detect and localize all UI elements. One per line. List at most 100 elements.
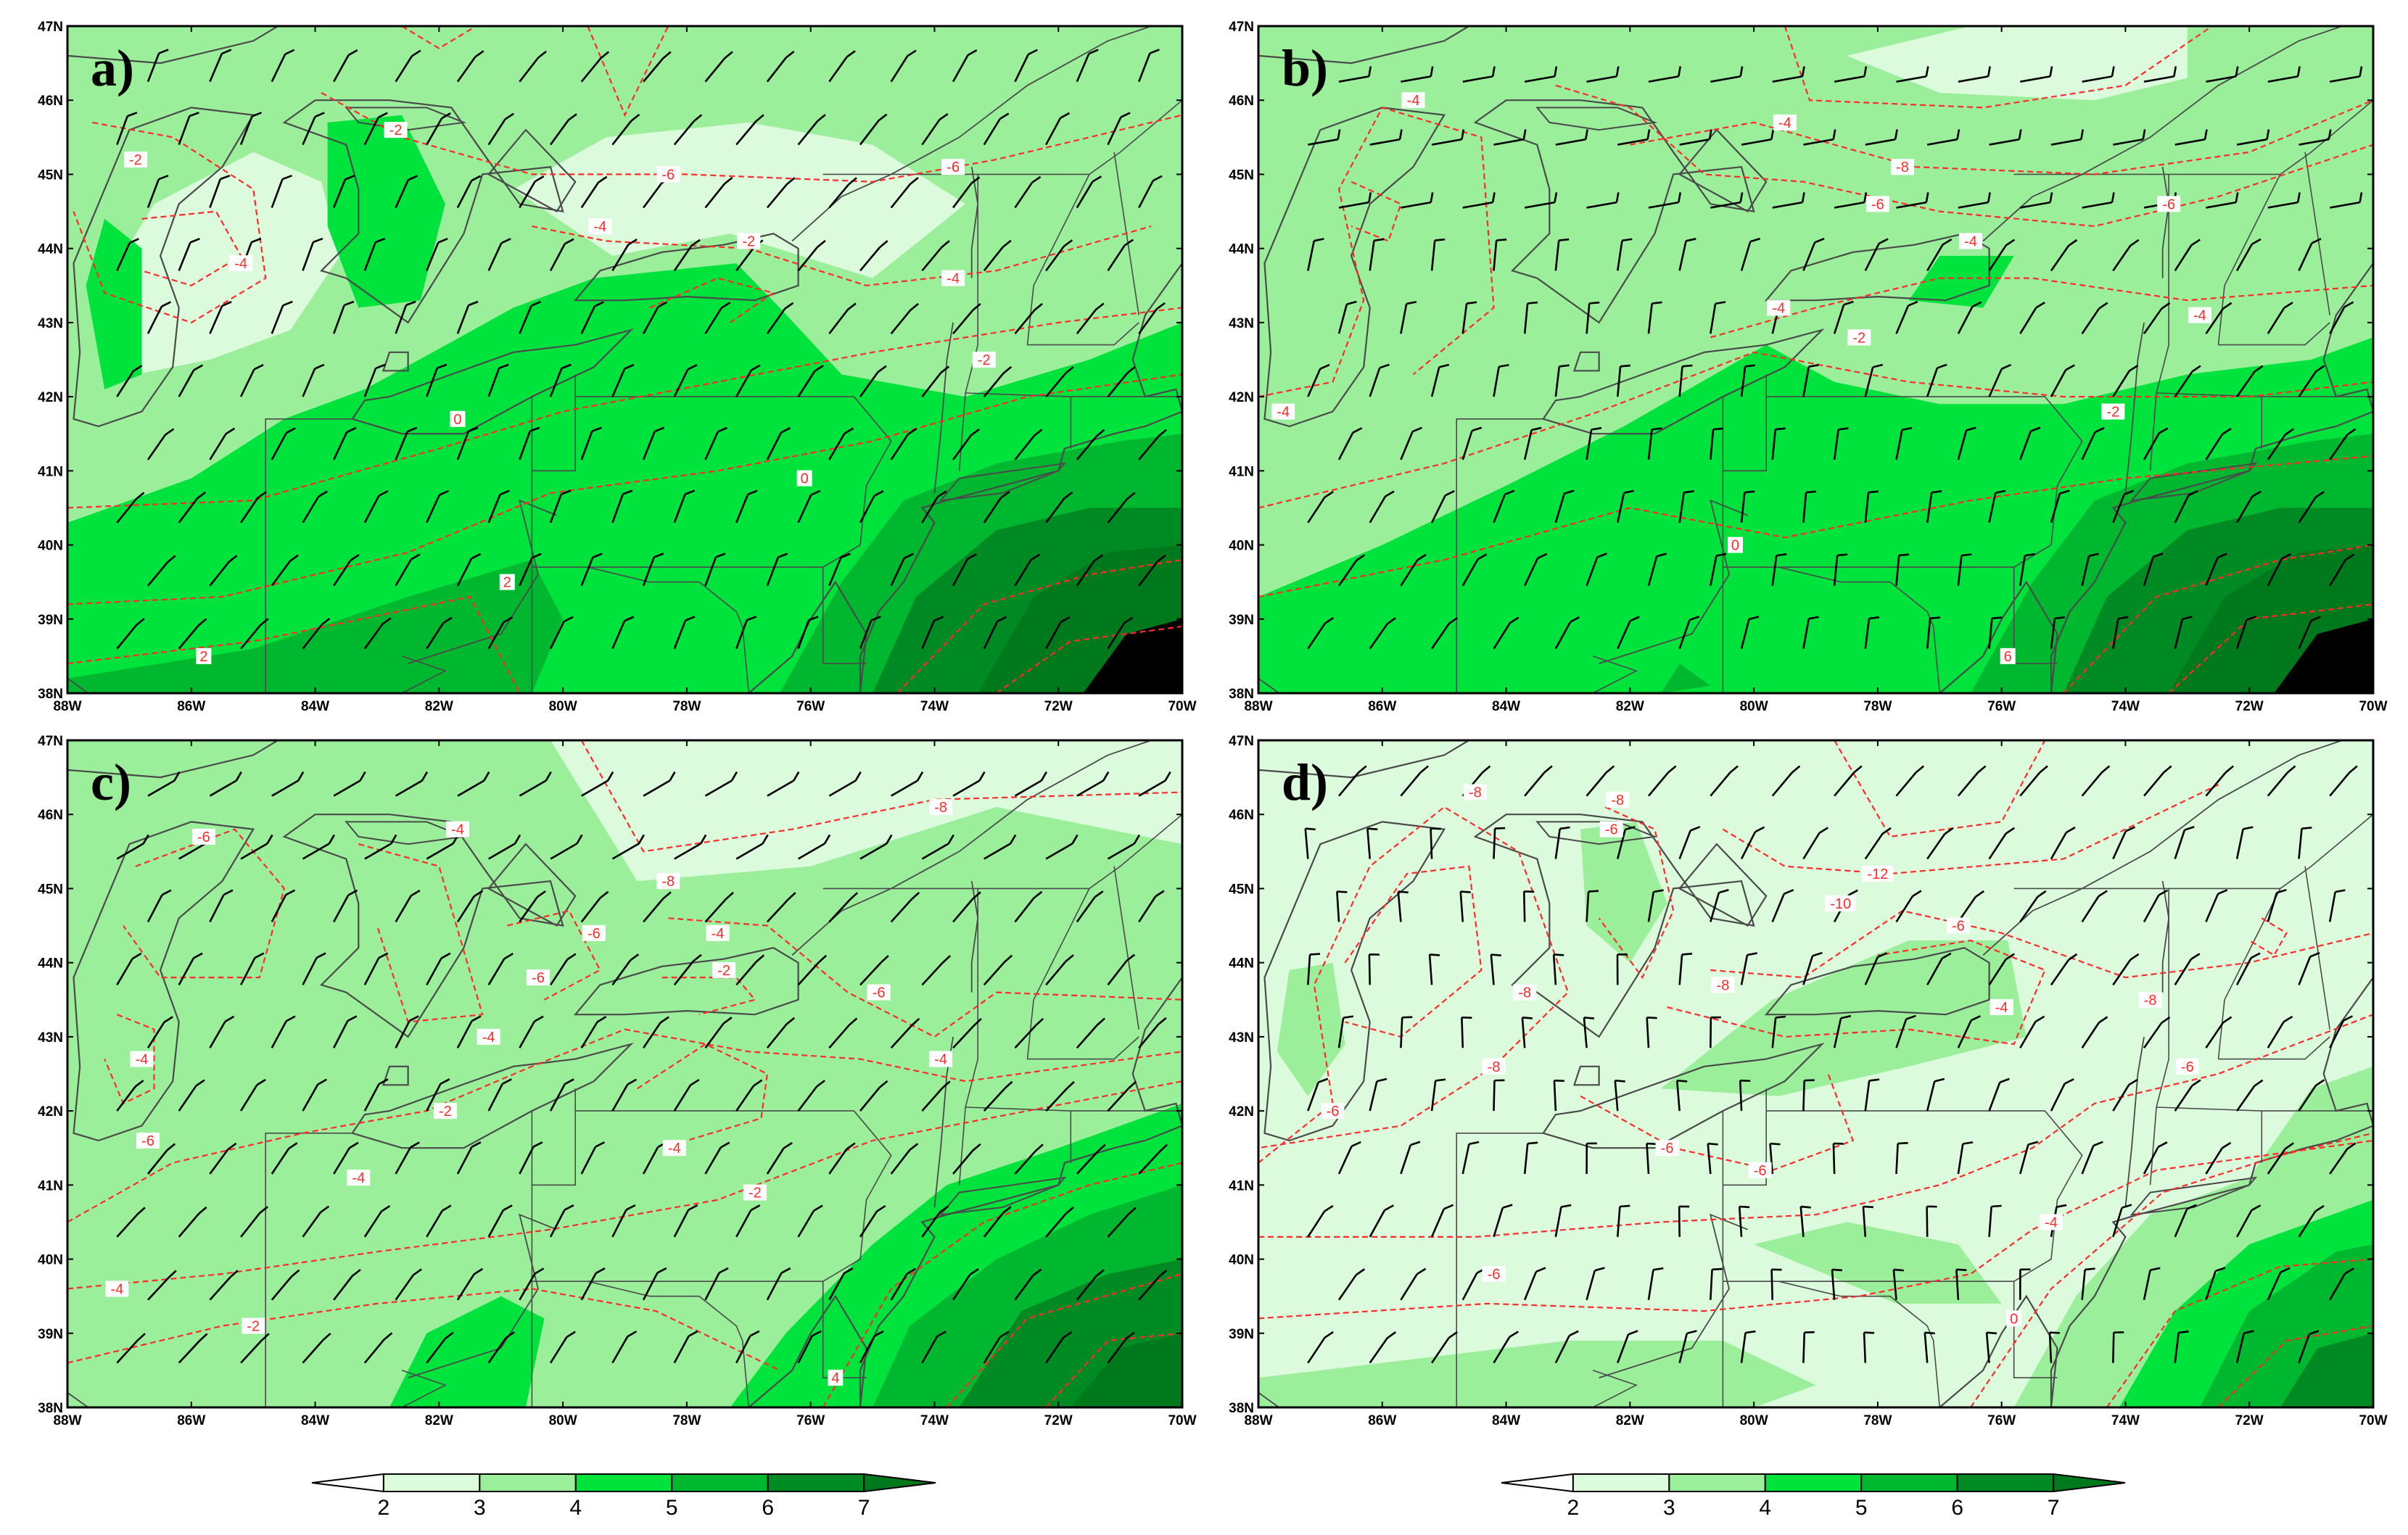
lat-tick-label: 45N bbox=[38, 167, 63, 183]
wind-barb bbox=[1926, 1077, 1945, 1112]
wind-barb bbox=[1740, 364, 1756, 397]
wind-barb bbox=[1707, 1142, 1718, 1175]
colorbar-box bbox=[382, 1473, 481, 1492]
lon-tick-label: 84W bbox=[301, 1413, 329, 1428]
wind-barb bbox=[363, 490, 389, 524]
wind-barb bbox=[2267, 1142, 2294, 1175]
wind-barb bbox=[1648, 192, 1682, 209]
contour-label: -6 bbox=[1488, 1267, 1501, 1283]
wind-barb bbox=[2298, 1204, 2325, 1238]
wind-barb bbox=[333, 1268, 361, 1301]
lat-tick-label: 42N bbox=[38, 1104, 63, 1120]
contour-label: -4 bbox=[1772, 300, 1785, 316]
lat-tick-label: 40N bbox=[38, 1253, 63, 1268]
wind-barb bbox=[2112, 1078, 2138, 1112]
lat-tick-label: 46N bbox=[1229, 94, 1254, 109]
wind-barb bbox=[519, 1141, 543, 1175]
lake-outline bbox=[351, 328, 634, 435]
wind-barb bbox=[1988, 239, 2016, 272]
contour-label: -6 bbox=[197, 829, 210, 845]
wind-barb bbox=[2019, 765, 2048, 797]
wind-barb bbox=[1678, 364, 1693, 397]
wind-barb bbox=[395, 1141, 420, 1175]
contour-label-bg bbox=[743, 1184, 767, 1201]
wind-barb bbox=[1076, 1143, 1106, 1175]
contour-label-bg bbox=[2138, 991, 2162, 1008]
wind-barb bbox=[1895, 890, 1922, 923]
wind-barb bbox=[1014, 1268, 1042, 1301]
wind-barb bbox=[983, 491, 1010, 524]
lon-tick-label: 78W bbox=[672, 1413, 701, 1428]
wind-barb bbox=[1307, 953, 1321, 985]
wind-barb bbox=[1740, 237, 1761, 271]
state-border bbox=[958, 888, 978, 1186]
wind-barb bbox=[2019, 890, 2047, 923]
wind-barb bbox=[1338, 66, 1372, 83]
wind-barb bbox=[271, 1015, 296, 1048]
contour-label: -4 bbox=[934, 1052, 947, 1068]
contour-label-bg bbox=[656, 873, 680, 890]
contour-line bbox=[358, 843, 484, 1023]
wind-barb bbox=[642, 553, 664, 587]
wind-barb bbox=[1400, 1016, 1413, 1048]
wind-barb bbox=[890, 302, 919, 335]
wind-barb bbox=[2019, 553, 2035, 586]
wind-barb bbox=[2112, 489, 2135, 524]
wind-barb bbox=[2112, 1204, 2132, 1238]
wind-barb bbox=[178, 491, 206, 524]
contour-line bbox=[1258, 1139, 2373, 1320]
contour-label-bg bbox=[867, 984, 891, 1001]
lat-tick-label: 38N bbox=[1229, 1401, 1254, 1416]
contour-label: -4 bbox=[234, 256, 247, 272]
wind-barb bbox=[767, 771, 800, 797]
wind-barb bbox=[209, 49, 232, 83]
wind-barb bbox=[456, 50, 485, 83]
colorbar-box bbox=[1860, 1473, 1958, 1492]
wind-barb bbox=[1741, 129, 1775, 146]
wind-barb bbox=[116, 952, 142, 985]
wind-barb bbox=[2081, 890, 2108, 923]
wind-barb bbox=[1138, 890, 1165, 923]
wind-barb bbox=[952, 176, 981, 209]
wind-barb bbox=[797, 489, 821, 524]
wind-barb bbox=[209, 889, 234, 923]
contour-label: -4 bbox=[110, 1281, 123, 1297]
lon-tick-label: 84W bbox=[301, 699, 329, 714]
wind-barb bbox=[983, 1206, 1012, 1238]
wind-barb bbox=[302, 1205, 330, 1238]
contour-label: -6 bbox=[873, 985, 886, 1001]
wind-barb bbox=[1107, 112, 1131, 146]
wind-barb bbox=[2143, 889, 2169, 923]
wind-barb bbox=[1803, 129, 1836, 146]
wind-barb bbox=[673, 953, 702, 986]
wind-barb bbox=[1462, 66, 1496, 83]
lake-outline bbox=[382, 351, 409, 372]
wind-barb bbox=[1523, 1267, 1546, 1301]
wind-barb bbox=[2174, 1079, 2201, 1112]
wind-barb bbox=[797, 1080, 825, 1112]
wind-barb bbox=[2081, 1016, 2108, 1048]
lake-outline bbox=[1258, 26, 1469, 65]
wind-barb bbox=[549, 953, 577, 986]
wind-barb bbox=[550, 834, 583, 860]
wind-barb bbox=[2081, 1141, 2103, 1175]
wind-barb bbox=[1710, 765, 1739, 797]
lake-outline bbox=[1542, 1042, 1825, 1149]
wind-barb bbox=[1521, 1017, 1533, 1048]
wind-barb bbox=[735, 954, 765, 986]
wind-barb bbox=[1369, 1077, 1388, 1112]
wind-barb bbox=[2143, 765, 2172, 797]
map-frame bbox=[1257, 739, 2375, 1409]
wind-barb bbox=[2174, 826, 2195, 859]
colorbar-box bbox=[1764, 1473, 1863, 1492]
wind-barb bbox=[302, 363, 325, 397]
contour-label: -2 bbox=[742, 233, 755, 249]
contour-label-bg bbox=[656, 166, 680, 183]
wind-barb bbox=[2206, 66, 2239, 83]
wind-barb bbox=[1958, 66, 1991, 83]
wind-barb bbox=[797, 616, 819, 650]
wind-barb bbox=[1307, 616, 1335, 650]
wind-barb bbox=[519, 890, 546, 923]
state-border bbox=[958, 174, 978, 471]
lon-tick-label: 76W bbox=[796, 1413, 825, 1428]
